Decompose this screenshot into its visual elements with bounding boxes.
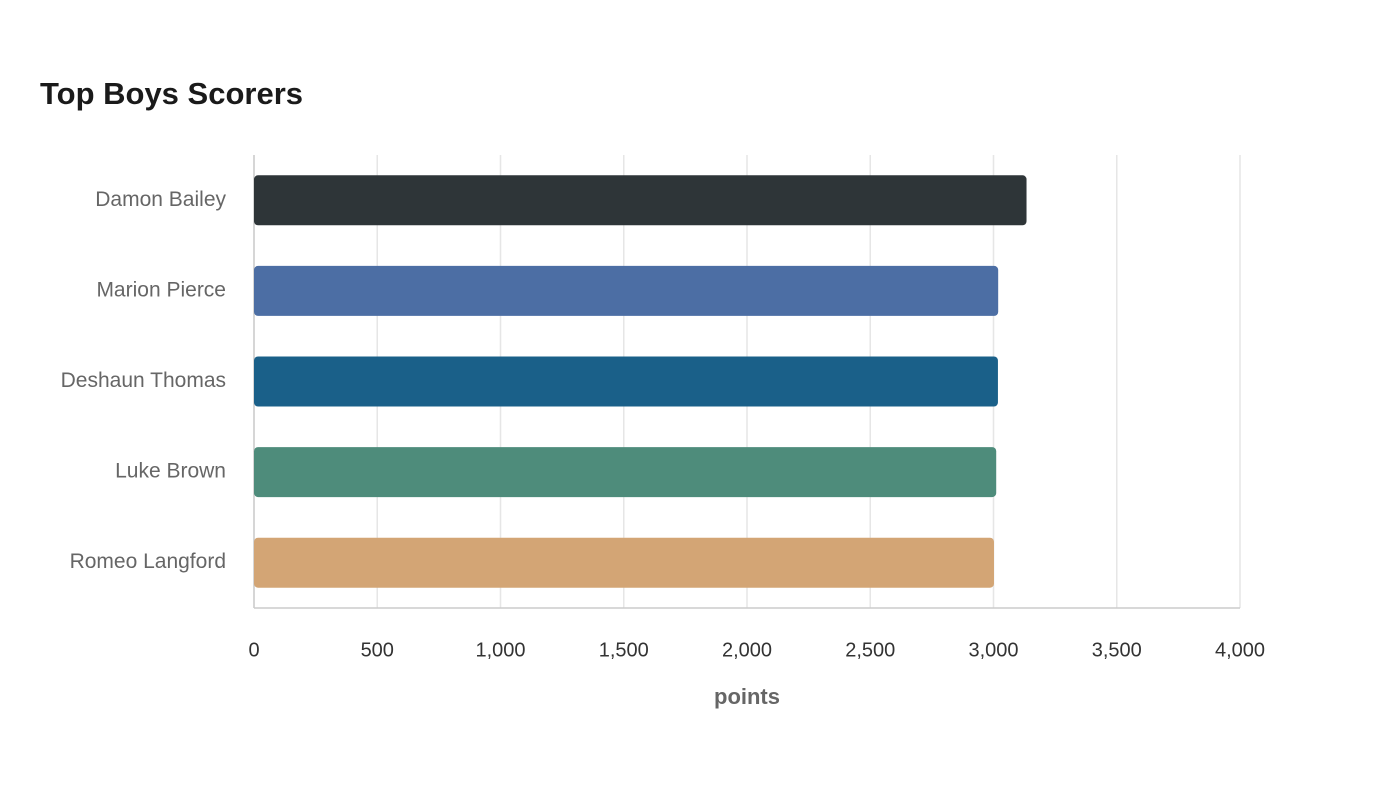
x-tick-label: 2,500 <box>845 639 895 661</box>
x-tick-label: 3,500 <box>1092 639 1142 661</box>
bar <box>254 537 994 588</box>
x-tick-label: 1,500 <box>599 639 649 661</box>
chart-title: Top Boys Scorers <box>40 76 303 111</box>
bar <box>254 265 999 316</box>
x-tick-label: 1,000 <box>475 639 525 661</box>
x-tick-label: 500 <box>361 639 394 661</box>
y-tick-label: Marion Pierce <box>96 278 226 301</box>
bar <box>254 356 998 407</box>
y-tick-label: Romeo Langford <box>70 550 226 573</box>
x-tick-label: 4,000 <box>1215 639 1265 661</box>
y-tick-label: Deshaun Thomas <box>61 369 226 392</box>
bar <box>254 175 1027 226</box>
x-tick-label: 3,000 <box>968 639 1018 661</box>
y-tick-label: Damon Bailey <box>95 188 226 211</box>
bar <box>254 447 997 498</box>
y-tick-label: Luke Brown <box>115 460 226 483</box>
x-tick-label: 0 <box>248 639 259 661</box>
x-tick-label: 2,000 <box>722 639 772 661</box>
x-axis-title: points <box>714 684 780 709</box>
